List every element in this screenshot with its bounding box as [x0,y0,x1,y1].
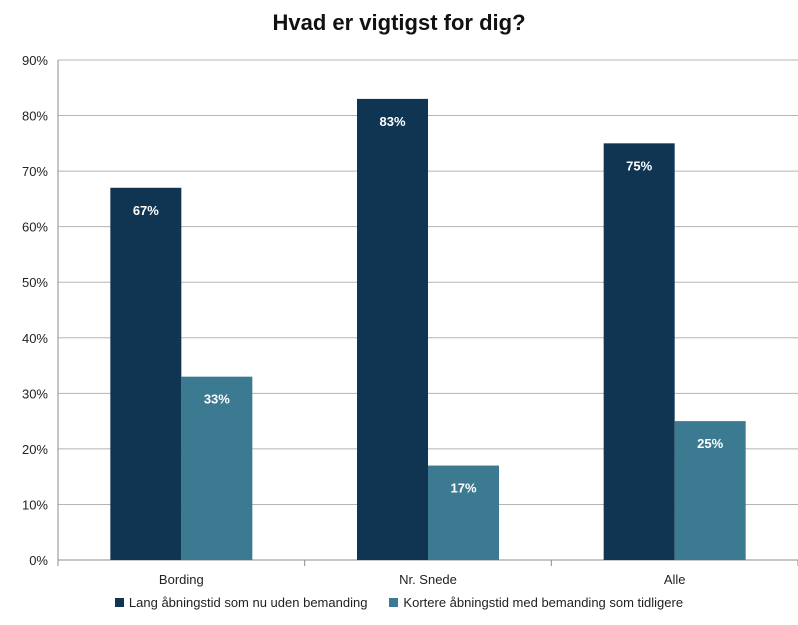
y-tick-label: 30% [22,386,48,401]
bar-series-1 [110,187,182,560]
legend-item-series-1: Lang åbningstid som nu uden bemanding [114,595,368,610]
chart-title: Hvad er vigtigst for dig? [272,10,526,35]
y-tick-label: 50% [22,275,48,290]
data-label: 67% [133,203,159,218]
data-label: 83% [379,114,405,129]
data-label: 33% [204,392,230,407]
y-tick-label: 90% [22,53,48,68]
bar-series-2 [674,421,746,560]
bar-series-1 [603,143,675,561]
bar-series-2 [428,465,499,560]
y-tick-label: 0% [29,553,48,568]
x-tick-label: Nr. Snede [399,572,457,587]
chart-legend: Lang åbningstid som nu uden bemanding Ko… [0,595,798,610]
legend-item-series-2: Kortere åbningstid med bemanding som tid… [389,595,683,610]
legend-label-series-2: Kortere åbningstid med bemanding som tid… [403,595,684,610]
bar-series-2 [181,376,253,560]
y-tick-label: 40% [22,331,48,346]
y-tick-label: 70% [22,164,48,179]
data-label: 75% [626,158,652,173]
y-tick-label: 20% [22,442,48,457]
x-tick-label: Alle [664,572,686,587]
legend-swatch-series-2 [389,598,399,607]
legend-swatch-series-1 [114,598,124,607]
y-tick-label: 10% [22,497,48,512]
x-tick-label: Bording [159,572,204,587]
bar-series-1 [357,98,428,560]
data-label: 25% [697,436,723,451]
legend-label-series-1: Lang åbningstid som nu uden bemanding [128,595,368,610]
data-label: 17% [450,481,476,496]
y-tick-label: 80% [22,109,48,124]
y-tick-label: 60% [22,220,48,235]
